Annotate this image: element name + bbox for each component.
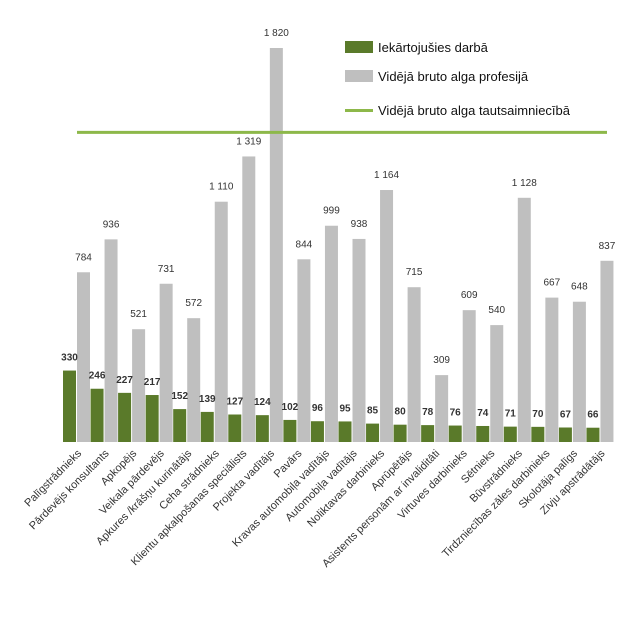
- bar-salary-16: [517, 197, 531, 442]
- value-label-salary-4: 572: [185, 298, 202, 309]
- bars-layer: [63, 48, 614, 442]
- legend-item-reference-line: Vidējā bruto alga tautsaimniecībā: [345, 103, 571, 118]
- legend-label-series-1: Vidējā bruto alga profesijā: [378, 69, 529, 84]
- value-label-employed-1: 246: [89, 371, 106, 382]
- value-label-employed-10: 95: [339, 403, 351, 414]
- bar-salary-2: [132, 329, 146, 442]
- bar-employed-9: [310, 421, 324, 442]
- bar-employed-16: [503, 426, 517, 442]
- bar-employed-18: [558, 427, 572, 442]
- value-label-salary-13: 309: [433, 355, 450, 366]
- value-label-salary-12: 715: [406, 267, 423, 278]
- value-label-salary-18: 648: [571, 282, 588, 293]
- bar-employed-14: [448, 425, 462, 442]
- value-label-salary-11: 1 164: [374, 170, 399, 181]
- legend-label-reference-line: Vidējā bruto alga tautsaimniecībā: [378, 103, 571, 118]
- value-label-salary-5: 1 110: [209, 182, 234, 193]
- legend-item-series-0: Iekārtojušies darbā: [345, 40, 489, 55]
- bar-salary-3: [159, 283, 173, 442]
- value-label-salary-3: 731: [158, 264, 175, 275]
- bar-employed-7: [255, 415, 269, 442]
- value-label-employed-19: 66: [587, 410, 599, 421]
- bar-salary-4: [187, 318, 201, 442]
- bar-employed-11: [366, 423, 380, 442]
- bar-salary-11: [380, 190, 394, 442]
- bar-salary-15: [490, 325, 504, 442]
- value-label-employed-13: 78: [422, 407, 434, 418]
- bar-employed-15: [476, 425, 490, 442]
- legend-item-series-1: Vidējā bruto alga profesijā: [345, 69, 529, 84]
- value-label-employed-15: 74: [477, 408, 489, 419]
- value-label-employed-7: 124: [254, 397, 271, 408]
- value-label-salary-0: 784: [75, 252, 92, 263]
- bar-salary-14: [462, 310, 476, 442]
- bar-salary-12: [407, 287, 421, 442]
- bar-salary-6: [242, 156, 256, 442]
- value-label-salary-19: 837: [599, 241, 616, 252]
- value-label-salary-2: 521: [130, 309, 147, 320]
- value-label-salary-16: 1 128: [512, 178, 537, 189]
- value-label-employed-8: 102: [282, 402, 299, 413]
- bar-salary-9: [324, 225, 338, 442]
- bar-employed-1: [90, 388, 104, 442]
- value-label-salary-6: 1 319: [236, 136, 261, 147]
- bar-employed-17: [531, 426, 545, 442]
- bar-salary-17: [545, 297, 559, 442]
- bar-employed-10: [338, 421, 352, 442]
- value-label-employed-3: 217: [144, 377, 161, 388]
- value-label-salary-10: 938: [351, 219, 368, 230]
- bar-salary-19: [600, 260, 614, 442]
- bar-employed-6: [228, 414, 242, 442]
- legend-swatch-series-0: [345, 41, 373, 53]
- legend-swatch-series-1: [345, 70, 373, 82]
- value-label-salary-9: 999: [323, 206, 340, 217]
- value-label-salary-17: 667: [544, 278, 561, 289]
- bar-employed-3: [145, 395, 159, 442]
- bar-employed-5: [200, 411, 214, 442]
- bar-employed-19: [586, 427, 600, 442]
- value-label-employed-0: 330: [61, 353, 78, 364]
- bar-salary-5: [214, 201, 228, 442]
- value-label-salary-15: 540: [488, 305, 505, 316]
- value-label-employed-14: 76: [450, 408, 462, 419]
- legend: Iekārtojušies darbā Vidējā bruto alga pr…: [345, 40, 571, 118]
- value-label-employed-9: 96: [312, 403, 324, 414]
- value-label-employed-16: 71: [505, 409, 517, 420]
- bar-employed-8: [283, 419, 297, 442]
- value-label-salary-7: 1 820: [264, 28, 289, 39]
- bar-salary-0: [77, 272, 90, 442]
- value-label-employed-6: 127: [226, 397, 243, 408]
- bar-employed-12: [393, 424, 407, 442]
- value-label-salary-14: 609: [461, 290, 478, 301]
- value-label-employed-18: 67: [560, 409, 572, 420]
- value-label-employed-11: 85: [367, 406, 379, 417]
- value-label-salary-8: 844: [296, 239, 313, 250]
- bar-salary-8: [297, 259, 311, 442]
- value-label-employed-12: 80: [395, 407, 407, 418]
- bar-employed-2: [118, 392, 132, 442]
- value-label-employed-2: 227: [116, 375, 133, 386]
- bar-salary-7: [269, 48, 283, 442]
- value-label-employed-5: 139: [199, 394, 216, 405]
- bar-employed-4: [173, 409, 187, 442]
- bar-employed-0: [63, 370, 76, 442]
- value-label-employed-17: 70: [532, 409, 544, 420]
- legend-label-series-0: Iekārtojušies darbā: [378, 40, 489, 55]
- value-label-employed-4: 152: [171, 391, 188, 402]
- value-label-salary-1: 936: [103, 219, 120, 230]
- bar-salary-18: [572, 301, 586, 442]
- bar-salary-10: [352, 238, 366, 442]
- legend-swatch-reference-line: [345, 109, 373, 112]
- bar-salary-13: [435, 375, 449, 442]
- bar-salary-1: [104, 239, 118, 442]
- value-labels-layer: 330 784 246 936 227 521 217 731 152 572 139 1 110 12…: [61, 28, 616, 421]
- bar-employed-13: [421, 425, 435, 442]
